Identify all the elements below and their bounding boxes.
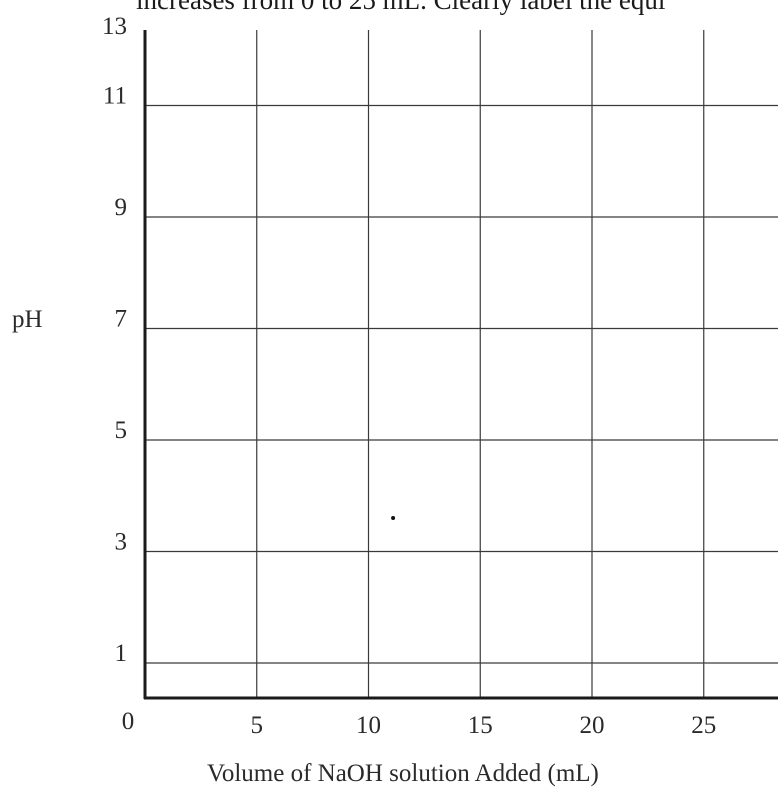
x-tick-label: 0 (122, 708, 135, 735)
y-tick-label: 7 (115, 306, 128, 333)
y-tick-label: 9 (115, 194, 128, 221)
y-tick-label: 11 (103, 83, 127, 110)
y-tick-label: 3 (115, 529, 128, 556)
grid (145, 30, 778, 698)
y-tick-label: 5 (115, 417, 128, 444)
y-axis-label: pH (12, 306, 43, 333)
y-tick-label: 1 (115, 640, 128, 667)
x-tick-label: 25 (691, 712, 716, 739)
instruction-text: increases from 0 to 25 mL. Clearly label… (136, 0, 665, 15)
x-tick-label: 20 (580, 712, 605, 739)
x-tick-label: 15 (468, 712, 493, 739)
axes (143, 30, 778, 700)
y-tick-label: 13 (102, 13, 127, 40)
x-tick-label: 5 (251, 712, 264, 739)
x-axis-label: Volume of NaOH solution Added (mL) (207, 760, 599, 787)
x-tick-label: 10 (356, 712, 381, 739)
data-points (391, 516, 396, 521)
data-point (391, 516, 396, 521)
